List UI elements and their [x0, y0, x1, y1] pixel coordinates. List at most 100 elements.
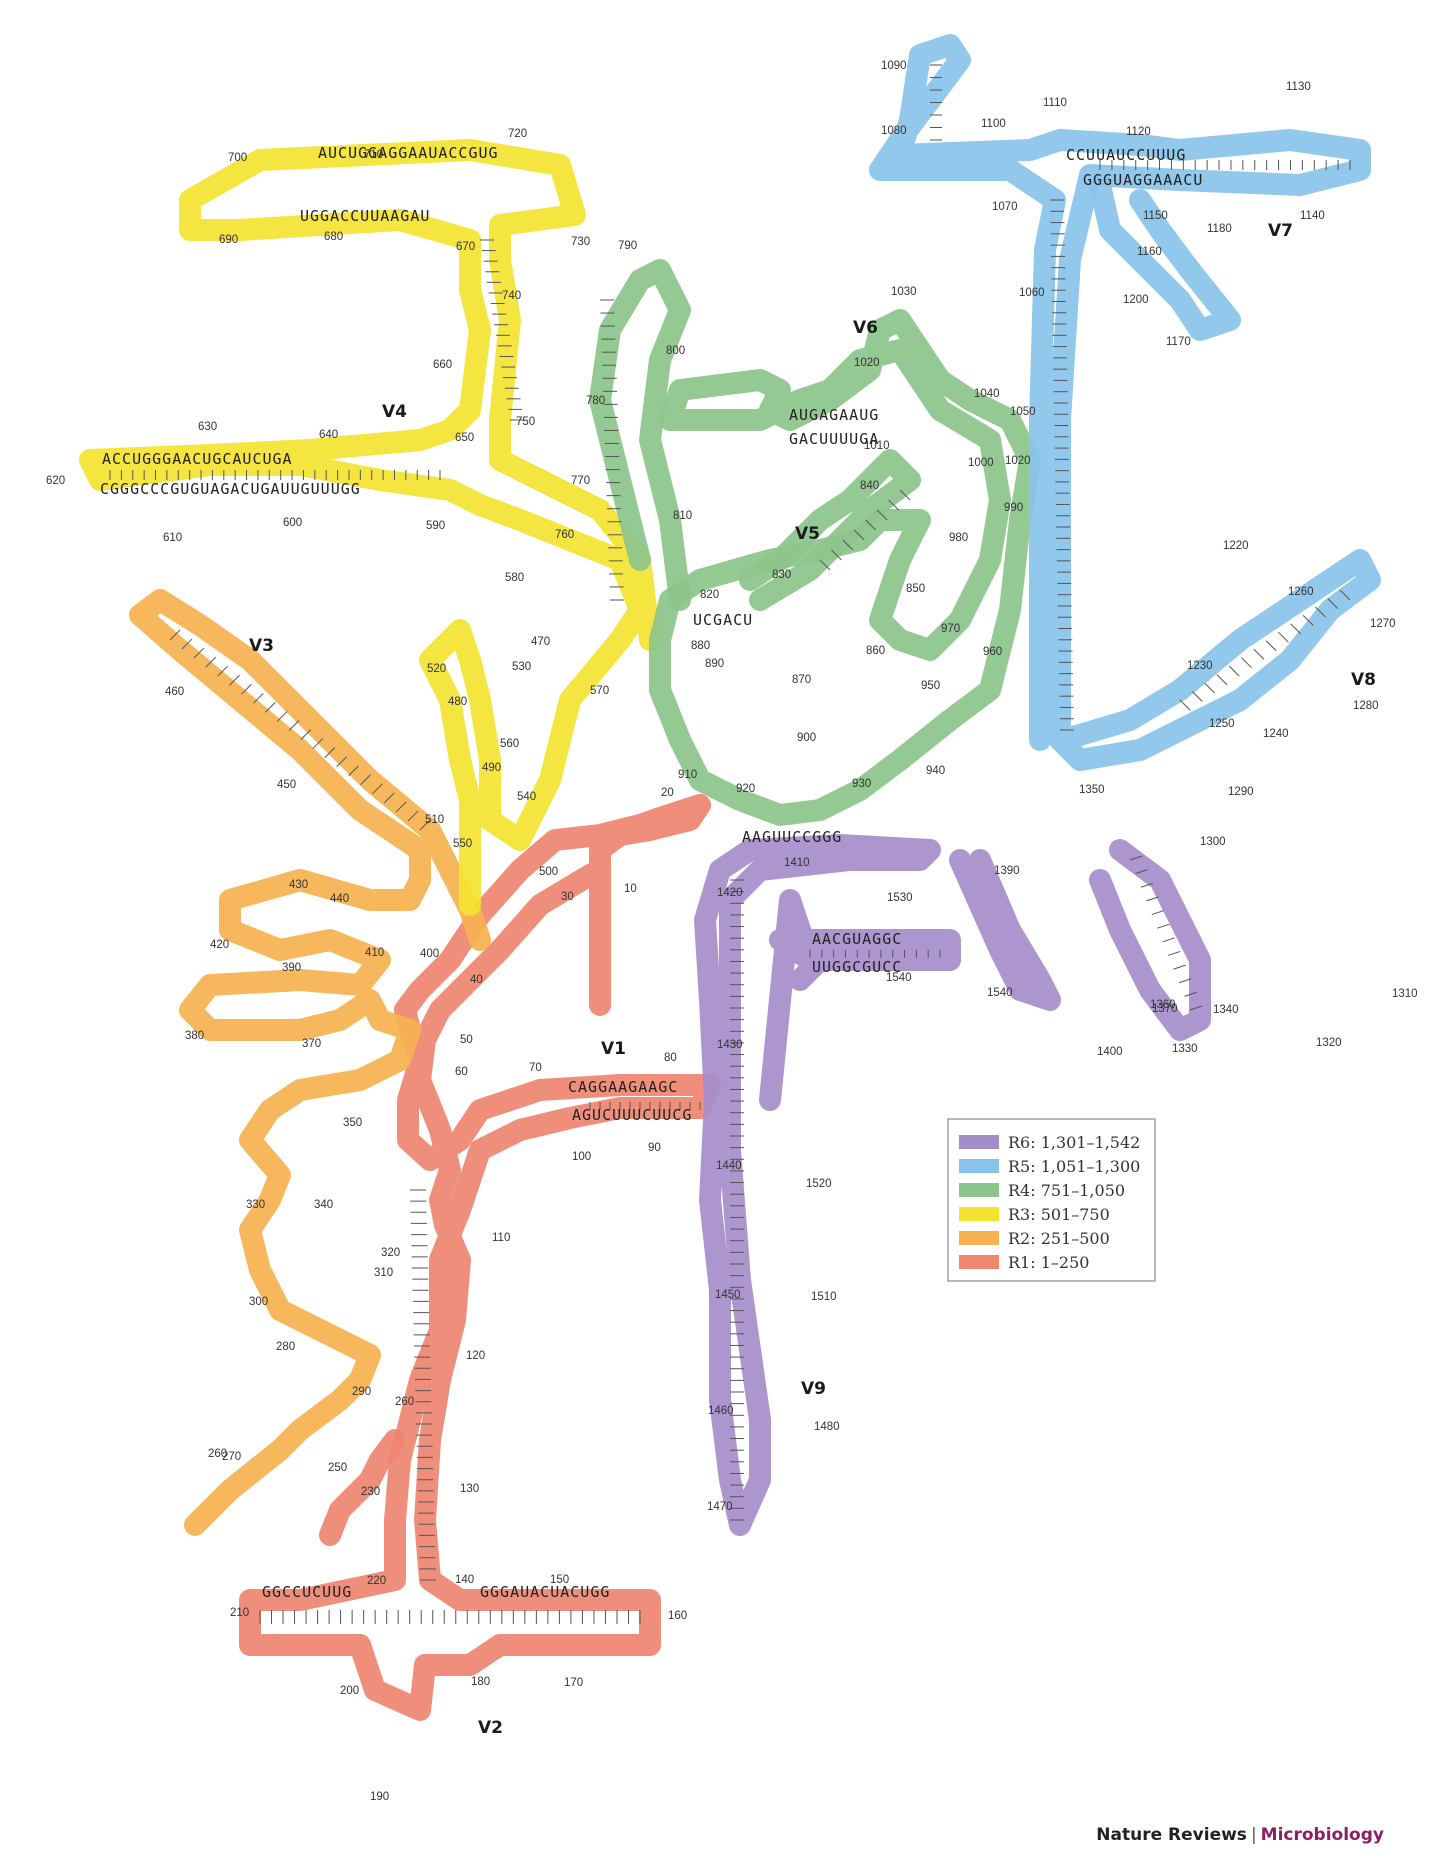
position-label: 460 [165, 686, 184, 698]
position-label: 50 [460, 1034, 473, 1046]
position-label: 1020 [1005, 455, 1031, 467]
strand-r6 [694, 834, 941, 1536]
strand-r3 [79, 139, 661, 916]
position-label: 650 [455, 432, 474, 444]
strand-r2 [129, 589, 491, 1536]
position-label: 1140 [1300, 210, 1325, 222]
position-label: 550 [453, 838, 472, 850]
legend-swatch-r6 [959, 1135, 999, 1149]
variable-region-v9: V9 [801, 1379, 826, 1399]
position-label: 1400 [1097, 1046, 1123, 1058]
sequence-v1-upper: CAGGAAGAAGC [568, 1078, 678, 1096]
position-label: 570 [590, 685, 609, 697]
position-label: 1180 [1207, 223, 1232, 235]
position-label: 410 [365, 947, 384, 959]
position-label: 120 [466, 1350, 485, 1362]
position-label: 1020 [854, 357, 880, 369]
position-label: 1540 [886, 972, 912, 984]
position-label: 450 [277, 779, 296, 791]
position-label: 1170 [1166, 336, 1191, 348]
position-label: 520 [427, 663, 446, 675]
sequence-v2-lower: GGCCUCUUG [262, 1583, 352, 1601]
position-label: 320 [381, 1247, 400, 1259]
position-label: 820 [700, 589, 719, 601]
sequence-v4-top-lower: UGGACCUUAAGAU [300, 207, 430, 225]
position-label: 810 [673, 510, 692, 522]
position-label: 1520 [806, 1178, 832, 1190]
helix-v7 [1099, 160, 1351, 170]
position-label: 260 [395, 1396, 414, 1408]
position-label: 40 [470, 974, 483, 986]
variable-region-v5: V5 [795, 524, 820, 544]
position-label: 1000 [968, 457, 994, 469]
helix-v4-stem [480, 239, 524, 421]
position-label: 840 [860, 480, 879, 492]
position-label: 330 [246, 1199, 265, 1211]
position-label: 80 [664, 1052, 677, 1064]
strand-r6-b1 [949, 849, 1061, 1011]
legend-items: R6: 1,301–1,542 R5: 1,051–1,300 R4: 751–1,… [959, 1133, 1140, 1272]
sequence-v4-left-top: ACCUGGGAACUGCAUCUGA [102, 450, 293, 468]
position-label: 30 [561, 891, 574, 903]
position-label: 490 [482, 762, 501, 774]
position-label: 20 [661, 787, 674, 799]
legend-swatch-r5 [959, 1159, 999, 1173]
variable-region-v6: V6 [853, 318, 878, 338]
helix-r5-long [1050, 199, 1074, 731]
position-label: 560 [500, 738, 519, 750]
legend-label-r6: R6: 1,301–1,542 [1008, 1133, 1140, 1152]
position-label: 1160 [1137, 246, 1162, 258]
strand-r5-branch [1089, 174, 1241, 341]
helix-v1 [589, 1102, 701, 1110]
position-label: 1130 [1286, 81, 1311, 93]
strand-r5 [869, 34, 1381, 771]
position-label: 1340 [1213, 1004, 1239, 1016]
position-label: 1480 [814, 1421, 840, 1433]
position-label: 730 [571, 236, 590, 248]
position-label: 300 [249, 1296, 268, 1308]
strand-r6-b2 [1089, 839, 1211, 1041]
position-label: 910 [678, 769, 697, 781]
legend-swatch-r2 [959, 1231, 999, 1245]
position-label: 1300 [1200, 836, 1226, 848]
strand-r6-helix [759, 889, 961, 1111]
position-label: 1360 [1150, 999, 1176, 1011]
position-label: 970 [941, 623, 960, 635]
position-label: 1370 [1152, 1003, 1178, 1015]
position-label: 580 [505, 572, 524, 584]
position-label: 230 [361, 1486, 380, 1498]
position-label: 1510 [811, 1291, 837, 1303]
legend-label-r2: R2: 251–500 [1008, 1229, 1110, 1248]
position-label: 370 [302, 1038, 321, 1050]
legend-label-r1: R1: 1–250 [1008, 1253, 1089, 1272]
strand-r1-branch [319, 1429, 406, 1546]
position-label: 1060 [1019, 287, 1045, 299]
position-label: 750 [516, 416, 535, 428]
variable-region-v4: V4 [382, 402, 407, 422]
position-label: 1110 [1043, 97, 1067, 109]
helix-1500 [809, 950, 941, 958]
position-label: 1260 [1288, 586, 1314, 598]
position-label: 950 [921, 680, 940, 692]
variable-region-v2: V2 [478, 1718, 503, 1738]
position-label: 380 [185, 1030, 204, 1042]
position-label: 1090 [881, 60, 907, 72]
helix-r4-stem [600, 299, 624, 601]
position-label: 1470 [707, 1501, 733, 1513]
position-label: 850 [906, 583, 925, 595]
position-label: 340 [314, 1199, 333, 1211]
position-label: 1200 [1123, 294, 1149, 306]
position-label: 200 [340, 1685, 359, 1697]
position-label: 10 [624, 883, 637, 895]
position-label: 140 [455, 1574, 474, 1586]
sequence-helix-1520: UUGGCGUCC [812, 958, 902, 976]
position-label: 960 [983, 646, 1002, 658]
position-label: 170 [564, 1677, 583, 1689]
position-label: 60 [455, 1066, 468, 1078]
position-label: 980 [949, 532, 968, 544]
position-label: 220 [367, 1575, 386, 1587]
position-label: 760 [555, 529, 574, 541]
variable-region-v1: V1 [601, 1039, 626, 1059]
position-label: 540 [517, 791, 536, 803]
strand-r4-v5 [739, 449, 921, 611]
